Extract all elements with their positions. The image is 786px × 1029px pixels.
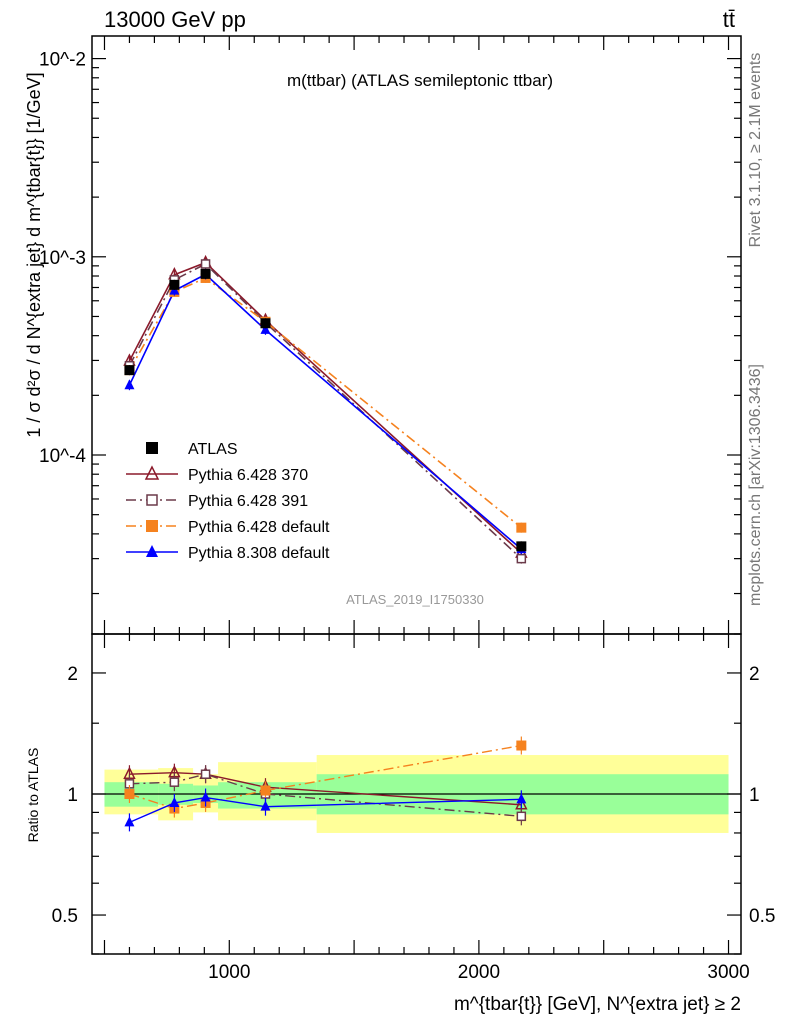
data-point bbox=[169, 279, 180, 290]
legend-label: Pythia 6.428 391 bbox=[188, 493, 308, 510]
y-tick-label: 2 bbox=[749, 664, 760, 685]
data-point bbox=[124, 365, 135, 376]
main-panel: m(ttbar) (ATLAS semileptonic ttbar) ATLA… bbox=[39, 35, 742, 635]
ratio-point bbox=[516, 740, 527, 751]
x-tick-label: 1000 bbox=[208, 962, 250, 983]
x-axis-label: m^{tbar{t}} [GeV], N^{extra jet} ≥ 2 bbox=[454, 994, 741, 1015]
legend-label: ATLAS bbox=[188, 441, 238, 458]
ratio-point bbox=[200, 791, 211, 802]
watermark: ATLAS_2019_I1750330 bbox=[346, 592, 484, 607]
header-right: tt̄ bbox=[723, 7, 735, 32]
plot-title: m(ttbar) (ATLAS semileptonic ttbar) bbox=[287, 71, 553, 90]
ratio-frame bbox=[91, 633, 742, 955]
ratio-line bbox=[129, 773, 522, 818]
y-tick-label: 10^-2 bbox=[39, 50, 86, 71]
side-label-top: Rivet 3.1.10, ≥ 2.1M events bbox=[747, 53, 764, 248]
data-point bbox=[516, 522, 527, 533]
legend-marker bbox=[146, 520, 158, 532]
legend-label: Pythia 6.428 default bbox=[188, 519, 330, 536]
side-label-bottom: mcplots.cern.ch [arXiv:1306.3436] bbox=[747, 364, 764, 606]
data-point bbox=[200, 268, 211, 279]
ratio-line bbox=[129, 744, 522, 810]
ratio-point bbox=[200, 769, 211, 779]
top-y-axis-label: 1 / σ d²σ / d N^{extra jet} d m^{tbar{t}… bbox=[24, 72, 44, 437]
data-point bbox=[516, 541, 527, 552]
legend-marker bbox=[146, 545, 158, 557]
x-tick-label: 3000 bbox=[707, 962, 749, 983]
y-tick-label: 2 bbox=[67, 664, 78, 685]
ratio-point bbox=[169, 796, 180, 807]
ratio-point bbox=[260, 785, 271, 796]
data-point bbox=[260, 323, 271, 334]
y-tick-label: 0.5 bbox=[52, 906, 78, 927]
ratio-point bbox=[516, 811, 527, 822]
y-tick-label: 1 bbox=[67, 785, 78, 806]
series-line bbox=[128, 262, 522, 560]
data-point bbox=[260, 318, 271, 329]
legend: ATLAS Pythia 6.428 370 Pythia 6.428 391 Pyt… bbox=[126, 441, 330, 562]
data-point bbox=[200, 259, 211, 269]
y-tick-label: 10^-4 bbox=[39, 446, 86, 467]
y-tick-label: 1 bbox=[749, 785, 760, 806]
legend-marker bbox=[144, 465, 160, 480]
x-tick-label: 2000 bbox=[458, 962, 500, 983]
y-tick-label: 0.5 bbox=[749, 906, 775, 927]
data-point bbox=[516, 553, 527, 564]
legend-label: Pythia 6.428 370 bbox=[188, 467, 308, 484]
ratio-point bbox=[124, 789, 135, 799]
legend-marker bbox=[146, 494, 158, 506]
y-tick-label: 10^-3 bbox=[39, 248, 86, 269]
ratio-point bbox=[516, 793, 527, 804]
header-left: 13000 GeV pp bbox=[104, 7, 246, 32]
legend-label: Pythia 8.308 default bbox=[188, 545, 330, 562]
bottom-y-axis-label: Ratio to ATLAS bbox=[25, 748, 41, 843]
ratio-point bbox=[260, 800, 271, 811]
ratio-panel: 0.5 0.5 1 1 2 2 bbox=[52, 633, 775, 955]
ratio-point bbox=[124, 816, 135, 827]
series-line bbox=[128, 277, 522, 529]
data-point bbox=[124, 379, 135, 390]
ratio-point bbox=[169, 777, 180, 787]
legend-marker bbox=[146, 442, 158, 454]
